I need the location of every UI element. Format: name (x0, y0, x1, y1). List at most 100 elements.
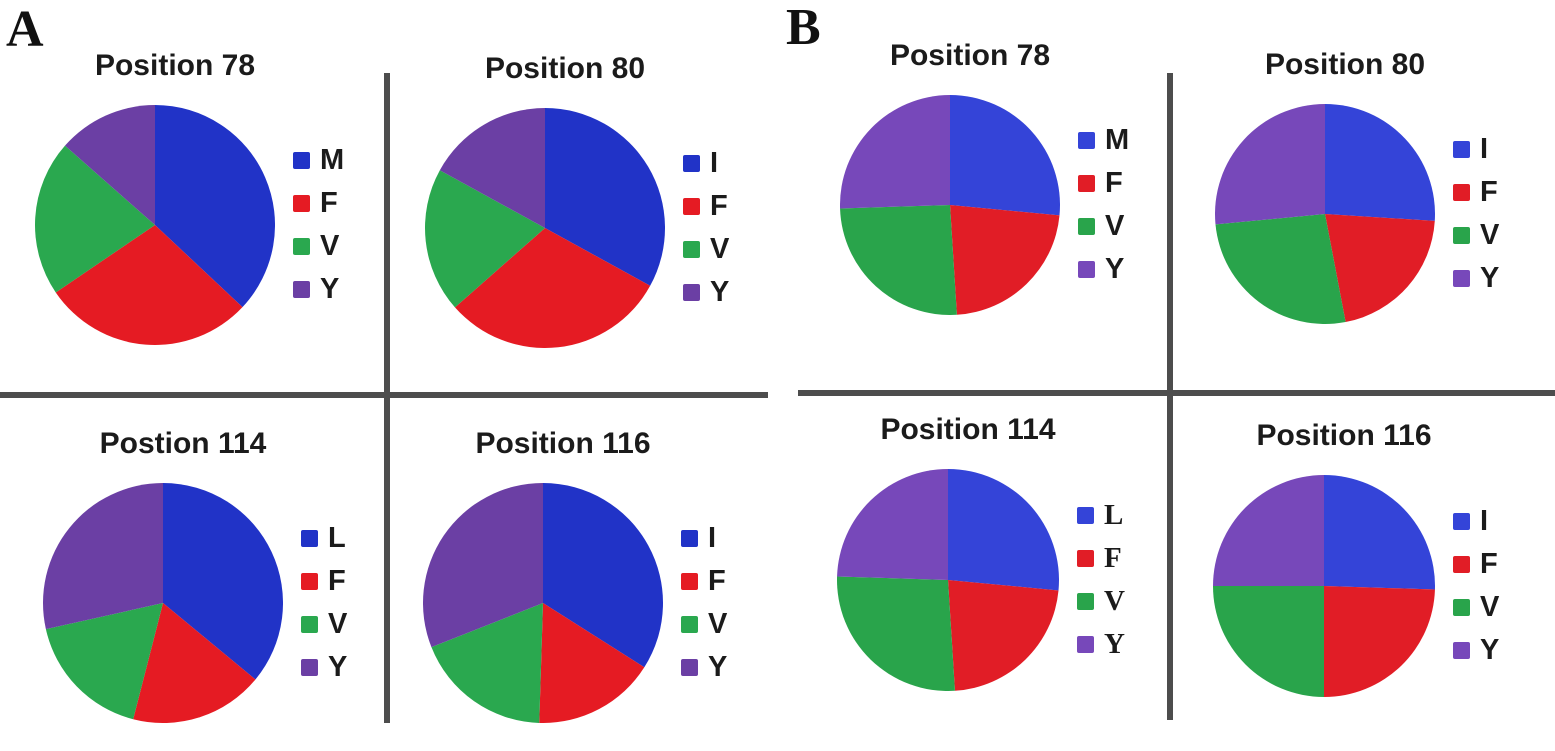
legend-item: F (681, 567, 727, 596)
legend-item: V (1453, 221, 1499, 250)
legend-item: Y (301, 653, 347, 682)
legend-item: V (1078, 212, 1129, 241)
chart-title: Position 116 (1256, 419, 1432, 452)
legend-label: V (1480, 591, 1500, 623)
chart-title: Position 80 (484, 52, 646, 85)
legend-item: V (293, 232, 344, 261)
pie-slice-Y (439, 108, 545, 228)
legend-swatch-icon (1078, 261, 1095, 278)
pie-chart (425, 108, 665, 348)
pie-slice-Y (840, 95, 950, 209)
legend-label: V (710, 233, 730, 265)
pie-chart (423, 483, 663, 723)
legend-item: Y (1077, 630, 1125, 659)
pie-slice-V (1215, 214, 1346, 324)
legend-swatch-icon (1453, 270, 1470, 287)
chart-title: Position 78 (94, 49, 256, 82)
pie-slice-Y (64, 105, 155, 225)
pie-slice-V (45, 603, 163, 720)
legend-label: Y (1105, 253, 1125, 285)
panel-a-vertical-divider (384, 73, 390, 723)
legend-label: I (710, 147, 719, 179)
legend-label: Y (1480, 634, 1500, 666)
legend-item: V (1453, 593, 1499, 622)
legend-swatch-icon (681, 616, 698, 633)
legend-label: F (328, 565, 346, 597)
legend-item: I (1453, 507, 1499, 536)
legend-swatch-icon (293, 281, 310, 298)
pie-slice-F (133, 603, 256, 723)
legend-item: V (681, 610, 727, 639)
pie-slice-V (840, 205, 957, 315)
pie-slice-L (163, 483, 283, 680)
legend-swatch-icon (681, 659, 698, 676)
legend-label: V (1105, 210, 1125, 242)
legend-swatch-icon (301, 659, 318, 676)
legend-label: Y (1104, 628, 1125, 660)
legend-item: F (1078, 169, 1129, 198)
legend-label: F (1480, 548, 1498, 580)
legend-label: F (710, 190, 728, 222)
legend-swatch-icon (1077, 507, 1094, 524)
pie-slice-Y (1215, 104, 1325, 225)
chart-title: Postion 114 (99, 427, 267, 460)
legend-swatch-icon (1453, 141, 1470, 158)
legend-swatch-icon (1078, 132, 1095, 149)
legend-item: I (1453, 135, 1499, 164)
pie-slice-F (55, 225, 243, 345)
legend-item: Y (1453, 264, 1499, 293)
legend-label: Y (1480, 262, 1500, 294)
legend-swatch-icon (293, 152, 310, 169)
legend-swatch-icon (683, 155, 700, 172)
pie-slice-F (539, 603, 645, 723)
legend-swatch-icon (683, 241, 700, 258)
pie-chart (1215, 104, 1435, 324)
chart-title: Position 80 (1264, 48, 1426, 81)
legend-item: Y (1078, 255, 1129, 284)
legend-item: Y (293, 275, 344, 304)
legend-swatch-icon (1453, 227, 1470, 244)
legend-swatch-icon (1453, 184, 1470, 201)
panel-label-b: B (786, 0, 821, 56)
legend-item: M (1078, 126, 1129, 155)
pie-slice-V (35, 145, 155, 293)
legend-label: V (1480, 219, 1500, 251)
chart-title: Position 78 (889, 39, 1051, 72)
pie-chart (837, 469, 1059, 691)
pie-chart (840, 95, 1060, 315)
legend-swatch-icon (1078, 218, 1095, 235)
pie-slice-Y (837, 469, 948, 580)
legend-swatch-icon (681, 530, 698, 547)
pie-chart (35, 105, 275, 345)
pie-slice-L (948, 469, 1059, 591)
legend-item: F (1077, 544, 1125, 573)
legend-label: F (1480, 176, 1498, 208)
pie-slice-I (543, 483, 663, 668)
pie-slice-Y (423, 483, 543, 648)
legend-label: L (328, 522, 346, 554)
legend-label: F (708, 565, 726, 597)
legend-swatch-icon (301, 616, 318, 633)
legend-swatch-icon (1077, 636, 1094, 653)
legend-item: M (293, 146, 344, 175)
legend-item: I (683, 149, 729, 178)
legend-label: V (320, 230, 340, 262)
chart-title: Position 114 (880, 413, 1056, 446)
pie-slice-V (1213, 586, 1324, 697)
panel-a-horizontal-divider (0, 392, 768, 398)
pie-slice-V (431, 603, 543, 723)
legend-swatch-icon (1077, 550, 1094, 567)
